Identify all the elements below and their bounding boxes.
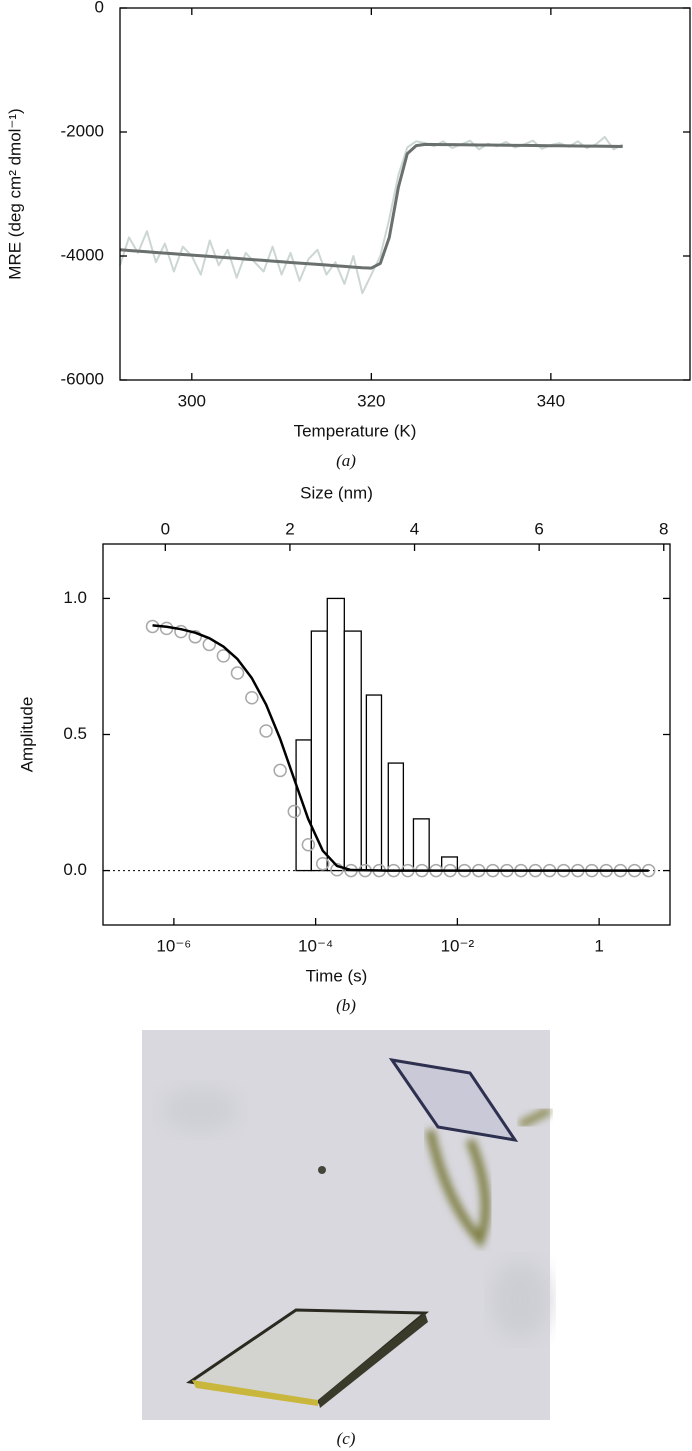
x-tick-label: 300 xyxy=(178,391,206,410)
crystal xyxy=(388,1057,519,1143)
data-point xyxy=(216,649,231,663)
data-point xyxy=(330,863,344,877)
data-line xyxy=(119,135,624,295)
blur-spot xyxy=(490,1260,550,1340)
x-tick-label: 10⁻⁶ xyxy=(156,936,191,955)
data-point xyxy=(287,804,302,819)
x-axis-title: Time (s) xyxy=(306,966,368,985)
x2-tick-label: 2 xyxy=(285,519,294,538)
x2-tick-label: 8 xyxy=(659,519,668,538)
crystal-edge xyxy=(318,1313,428,1408)
data-line xyxy=(152,624,649,872)
y-tick-label: 1.0 xyxy=(63,588,87,607)
caption: (c) xyxy=(337,1429,356,1448)
x2-tick-label: 0 xyxy=(161,519,170,538)
y-axis-title: MRE (deg cm² dmol⁻¹) xyxy=(5,108,24,279)
x-axis-title: Temperature (K) xyxy=(294,421,417,440)
data-point xyxy=(245,691,259,705)
crystal-edge xyxy=(192,1380,318,1406)
y-axis-title: Amplitude xyxy=(17,697,36,773)
plot-area xyxy=(145,597,656,878)
x-tick-label: 320 xyxy=(357,391,385,410)
blur-spot xyxy=(160,1085,240,1135)
data-point xyxy=(188,630,202,644)
caption: (b) xyxy=(336,996,356,1015)
bar xyxy=(310,630,328,872)
micrograph xyxy=(142,1030,552,1420)
data-point xyxy=(315,857,330,871)
blurred-crystal xyxy=(425,1129,491,1249)
x-tick-label: 340 xyxy=(537,391,565,410)
data-point xyxy=(230,666,245,680)
x2-tick-label: 4 xyxy=(410,519,419,538)
x-tick-label: 1 xyxy=(594,936,603,955)
plot-area xyxy=(119,135,624,295)
chart: 0 -2000 -4000 -6000 300 320 340 Temperature (K)… xyxy=(5,0,691,470)
y-tick-label: 0 xyxy=(95,0,104,16)
y-tick-label: 0.5 xyxy=(63,724,87,743)
y-tick-label: -6000 xyxy=(61,369,104,388)
bar xyxy=(365,694,383,872)
blurred-crystal xyxy=(518,1106,552,1129)
y-tick-label: -4000 xyxy=(61,245,104,264)
data-point xyxy=(273,763,287,778)
caption: (a) xyxy=(336,451,356,470)
data-line xyxy=(119,142,623,270)
bar xyxy=(387,762,405,872)
x-tick-label: 10⁻⁴ xyxy=(298,936,333,955)
bar xyxy=(343,630,362,872)
x-tick-label: 10⁻² xyxy=(441,936,475,955)
particle xyxy=(318,1166,326,1174)
axes-frame xyxy=(119,7,691,381)
x2-tick-label: 6 xyxy=(534,519,543,538)
x2-axis-title: Size (nm) xyxy=(300,483,373,502)
bar xyxy=(326,597,345,872)
y-tick-label: 0.0 xyxy=(63,860,87,879)
chart: 1.0 0.5 0.0 10⁻⁶ 10⁻⁴ 10⁻² 1 0 2 4 6 8 Size (nm) Time… xyxy=(17,483,671,1015)
bar xyxy=(412,818,430,872)
axes-frame xyxy=(102,543,671,926)
data-point xyxy=(301,837,316,852)
data-point xyxy=(259,724,273,738)
y-tick-label: -2000 xyxy=(61,121,104,140)
